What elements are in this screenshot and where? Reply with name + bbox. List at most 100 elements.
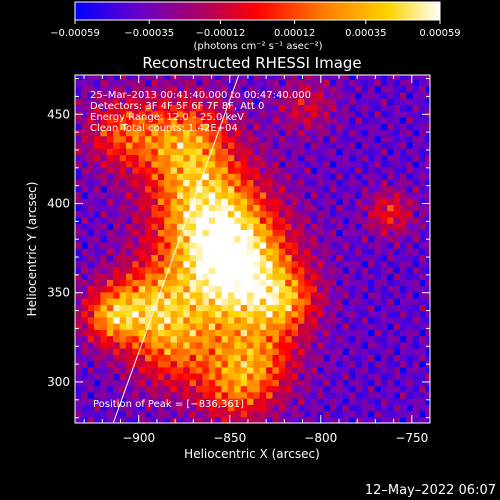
- heatmap-cell: [374, 98, 382, 106]
- heatmap-cell: [304, 354, 312, 362]
- heatmap-cell: [234, 273, 242, 280]
- heatmap-cell: [113, 373, 121, 380]
- heatmap-cell: [132, 404, 140, 412]
- heatmap-cell: [266, 254, 274, 262]
- heatmap-cell: [221, 148, 229, 156]
- heatmap-cell: [329, 366, 337, 374]
- heatmap-cell: [253, 310, 261, 318]
- heatmap-cell: [164, 298, 172, 305]
- heatmap-cell: [329, 310, 337, 318]
- heatmap-cell: [336, 254, 344, 262]
- heatmap-cell: [355, 279, 363, 287]
- heatmap-cell: [215, 273, 223, 280]
- heatmap-cell: [145, 166, 153, 174]
- heatmap-cell: [285, 335, 293, 343]
- heatmap-cell: [387, 229, 395, 237]
- heatmap-cell: [412, 341, 420, 349]
- heatmap-cell: [106, 291, 114, 299]
- heatmap-cell: [202, 210, 210, 218]
- heatmap-cell: [291, 141, 299, 149]
- heatmap-cell: [202, 223, 210, 230]
- heatmap-cell: [393, 391, 401, 399]
- heatmap-cell: [387, 210, 395, 218]
- heatmap-cell: [94, 129, 102, 137]
- heatmap-cell: [151, 354, 159, 362]
- heatmap-cell: [100, 348, 108, 355]
- heatmap-cell: [164, 198, 172, 205]
- heatmap-cell: [355, 179, 363, 187]
- heatmap-cell: [106, 148, 114, 156]
- heatmap-cell: [183, 85, 191, 93]
- heatmap-cell: [247, 104, 255, 112]
- heatmap-cell: [113, 385, 121, 393]
- heatmap-cell: [336, 360, 344, 368]
- heatmap-cell: [81, 379, 89, 387]
- heatmap-cell: [310, 179, 318, 187]
- heatmap-cell: [317, 129, 325, 137]
- heatmap-cell: [323, 416, 331, 423]
- heatmap-cell: [266, 416, 274, 423]
- heatmap-cell: [202, 166, 210, 174]
- heatmap-cell: [164, 391, 172, 399]
- heatmap-cell: [170, 75, 178, 81]
- heatmap-cell: [259, 229, 267, 237]
- heatmap-cell: [151, 391, 159, 399]
- heatmap-cell: [81, 216, 89, 224]
- heatmap-cell: [399, 104, 407, 112]
- heatmap-cell: [278, 110, 286, 118]
- heatmap-cell: [94, 248, 102, 255]
- heatmap-cell: [170, 91, 178, 99]
- heatmap-cell: [196, 348, 204, 355]
- heatmap-cell: [393, 216, 401, 224]
- heatmap-cell: [125, 110, 133, 118]
- heatmap-cell: [393, 304, 401, 312]
- heatmap-cell: [100, 75, 108, 81]
- heatmap-cell: [310, 416, 318, 423]
- heatmap-cell: [278, 104, 286, 112]
- heatmap-cell: [348, 291, 356, 299]
- heatmap-cell: [342, 298, 350, 305]
- heatmap-cell: [157, 341, 165, 349]
- heatmap-cell: [310, 304, 318, 312]
- heatmap-cell: [113, 166, 121, 174]
- colorbar-tick-label: 0.00012: [274, 28, 315, 39]
- heatmap-cell: [87, 166, 95, 174]
- heatmap-cell: [240, 191, 248, 199]
- heatmap-cell: [145, 110, 153, 118]
- heatmap-cell: [227, 354, 235, 362]
- heatmap-cell: [227, 148, 235, 156]
- heatmap-cell: [247, 341, 255, 349]
- heatmap-cell: [170, 235, 178, 243]
- heatmap-cell: [87, 316, 95, 324]
- heatmap-cell: [202, 373, 210, 380]
- heatmap-cell: [132, 235, 140, 243]
- heatmap-cell: [234, 254, 242, 262]
- heatmap-cell: [374, 141, 382, 149]
- heatmap-cell: [368, 85, 376, 93]
- heatmap-cell: [227, 285, 235, 293]
- heatmap-cell: [425, 79, 430, 87]
- heatmap-cell: [361, 166, 369, 174]
- heatmap-cell: [342, 185, 350, 193]
- heatmap-cell: [329, 273, 337, 280]
- heatmap-cell: [183, 129, 191, 137]
- annotation-time: 25–Mar–2013 00:41:40.000 to 00:47:40.000: [90, 90, 311, 101]
- heatmap-cell: [164, 204, 172, 212]
- heatmap-cell: [221, 391, 229, 399]
- heatmap-cell: [253, 185, 261, 193]
- heatmap-cell: [215, 223, 223, 230]
- heatmap-cell: [234, 179, 242, 187]
- heatmap-cell: [87, 360, 95, 368]
- heatmap-cell: [368, 166, 376, 174]
- heatmap-cell: [380, 135, 388, 143]
- heatmap-cell: [259, 360, 267, 368]
- heatmap-cell: [202, 241, 210, 249]
- heatmap-cell: [285, 323, 293, 330]
- heatmap-cell: [336, 98, 344, 106]
- heatmap-cell: [164, 79, 172, 87]
- heatmap-cell: [361, 248, 369, 255]
- heatmap-cell: [329, 385, 337, 393]
- heatmap-cell: [361, 185, 369, 193]
- heatmap-cell: [393, 360, 401, 368]
- heatmap-cell: [132, 223, 140, 230]
